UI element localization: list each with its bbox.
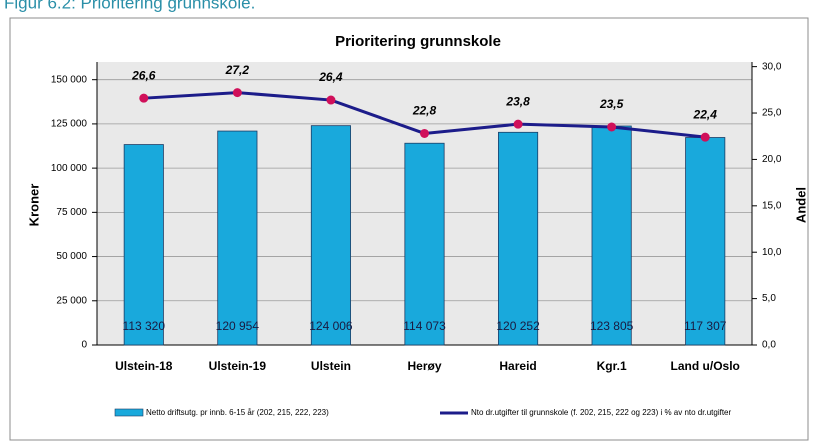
y2-tick-label: 0,0 bbox=[762, 340, 776, 351]
y2-tick-label: 5,0 bbox=[762, 293, 776, 304]
bar bbox=[685, 137, 726, 346]
x-tick-label: Ulstein-19 bbox=[209, 359, 267, 373]
line-value-label: 22,8 bbox=[412, 104, 437, 118]
y-tick-label: 125 000 bbox=[51, 119, 88, 130]
bar-value-label: 114 073 bbox=[403, 319, 446, 333]
y2-axis-label: Andel bbox=[793, 187, 808, 223]
line-marker bbox=[139, 93, 149, 103]
line-value-label: 23,8 bbox=[505, 94, 530, 108]
y2-tick-label: 10,0 bbox=[762, 247, 782, 258]
line-marker bbox=[420, 128, 429, 138]
line-marker bbox=[700, 132, 710, 142]
x-tick-label: Land u/Oslo bbox=[671, 359, 740, 373]
line-marker bbox=[232, 88, 242, 98]
bar bbox=[123, 144, 164, 346]
y2-tick-label: 30,0 bbox=[762, 61, 782, 72]
figure-caption: Figur 6.2: Prioritering grunnskole. bbox=[4, 0, 255, 12]
legend-label: Netto driftsutg. pr innb. 6-15 år (202, … bbox=[146, 408, 329, 417]
bar-value-label: 124 006 bbox=[309, 319, 353, 333]
legend-swatch bbox=[114, 408, 144, 417]
y2-tick-label: 20,0 bbox=[762, 154, 782, 165]
line-value-label: 23,5 bbox=[599, 97, 624, 111]
bar bbox=[310, 125, 351, 346]
line-value-label: 26,6 bbox=[131, 68, 156, 82]
x-tick-label: Kgr.1 bbox=[597, 359, 627, 373]
x-tick-label: Ulstein bbox=[311, 359, 351, 373]
legend-label: Nto dr.utgifter til grunnskole (f. 202, … bbox=[471, 408, 731, 417]
line-marker bbox=[326, 95, 336, 105]
y2-tick-label: 15,0 bbox=[762, 200, 782, 211]
bar bbox=[498, 131, 539, 346]
y-tick-label: 25 000 bbox=[56, 295, 87, 306]
line-value-label: 27,2 bbox=[225, 63, 250, 77]
line-marker bbox=[607, 122, 617, 132]
bar-value-label: 117 307 bbox=[684, 319, 727, 333]
y-tick-label: 150 000 bbox=[51, 74, 88, 85]
line-value-label: 26,4 bbox=[318, 70, 343, 84]
bar-value-label: 120 252 bbox=[496, 319, 540, 333]
y-tick-label: 75 000 bbox=[56, 207, 87, 218]
y-axis-label: Kroner bbox=[26, 184, 41, 227]
y-tick-label: 50 000 bbox=[56, 251, 87, 262]
bar-value-label: 113 320 bbox=[123, 319, 166, 333]
y-tick-label: 100 000 bbox=[51, 163, 88, 174]
y-tick-label: 0 bbox=[81, 340, 87, 351]
x-tick-label: Herøy bbox=[407, 359, 441, 373]
bar-value-label: 123 805 bbox=[590, 319, 634, 333]
bar bbox=[217, 130, 258, 346]
line-marker bbox=[513, 119, 523, 129]
chart-title: Prioritering grunnskole bbox=[335, 33, 501, 50]
bar-value-label: 120 954 bbox=[216, 319, 260, 333]
x-tick-label: Ulstein-18 bbox=[115, 359, 173, 373]
line-value-label: 22,4 bbox=[693, 107, 718, 121]
bar bbox=[404, 142, 445, 346]
x-tick-label: Hareid bbox=[499, 359, 536, 373]
y2-tick-label: 25,0 bbox=[762, 108, 782, 119]
bar bbox=[591, 125, 632, 346]
